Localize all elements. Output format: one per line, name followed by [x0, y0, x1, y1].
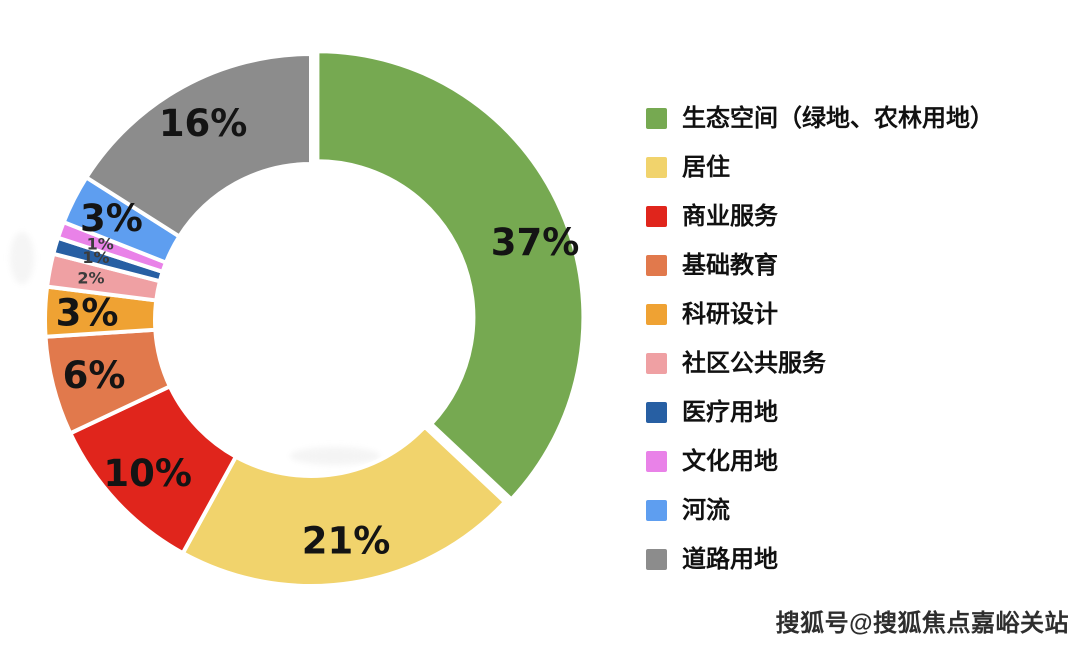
legend-item-6: 医疗用地 [646, 388, 994, 437]
legend-label: 居住 [682, 153, 730, 181]
pie-slices [43, 49, 586, 589]
legend-label: 道路用地 [682, 545, 778, 573]
legend-label: 河流 [682, 496, 730, 524]
pie-slice-9 [84, 52, 313, 239]
legend-item-9: 道路用地 [646, 535, 994, 584]
legend-swatch [646, 255, 667, 276]
chart-legend: 生态空间（绿地、农林用地） 居住商业服务基础教育科研设计社区公共服务 医疗用地文化用… [646, 94, 994, 584]
donut-chart: 37%21%10%6%3%2%1%1%3%16% [10, 49, 586, 589]
legend-label: 社区公共服务 [682, 349, 826, 377]
legend-swatch [646, 402, 667, 423]
legend-label: 商业服务 [682, 202, 778, 230]
pie-slice-1 [180, 424, 507, 589]
watermark-text: 搜狐号@搜狐焦点嘉峪关站 [775, 610, 1069, 637]
legend-label: 基础教育 [682, 251, 778, 279]
pie-slice-0 [315, 49, 586, 502]
legend-item-7: 文化用地 [646, 437, 994, 486]
legend-swatch [646, 108, 667, 129]
legend-swatch [646, 549, 667, 570]
legend-label: 医疗用地 [682, 398, 778, 426]
legend-item-4: 科研设计 [646, 290, 994, 339]
legend-swatch [646, 500, 667, 521]
legend-label: 科研设计 [682, 300, 778, 328]
legend-item-8: 河流 [646, 486, 994, 535]
legend-item-5: 社区公共服务 [646, 339, 994, 388]
legend-swatch [646, 206, 667, 227]
legend-item-3: 基础教育 [646, 241, 994, 290]
legend-swatch [646, 451, 667, 472]
legend-item-0: 生态空间（绿地、农林用地） [646, 94, 994, 143]
legend-swatch [646, 304, 667, 325]
legend-swatch [646, 353, 667, 374]
legend-swatch [646, 157, 667, 178]
legend-item-1: 居住 [646, 143, 994, 192]
legend-label: 生态空间（绿地、农林用地） [682, 104, 994, 132]
legend-label: 文化用地 [682, 447, 778, 475]
legend-item-2: 商业服务 [646, 192, 994, 241]
